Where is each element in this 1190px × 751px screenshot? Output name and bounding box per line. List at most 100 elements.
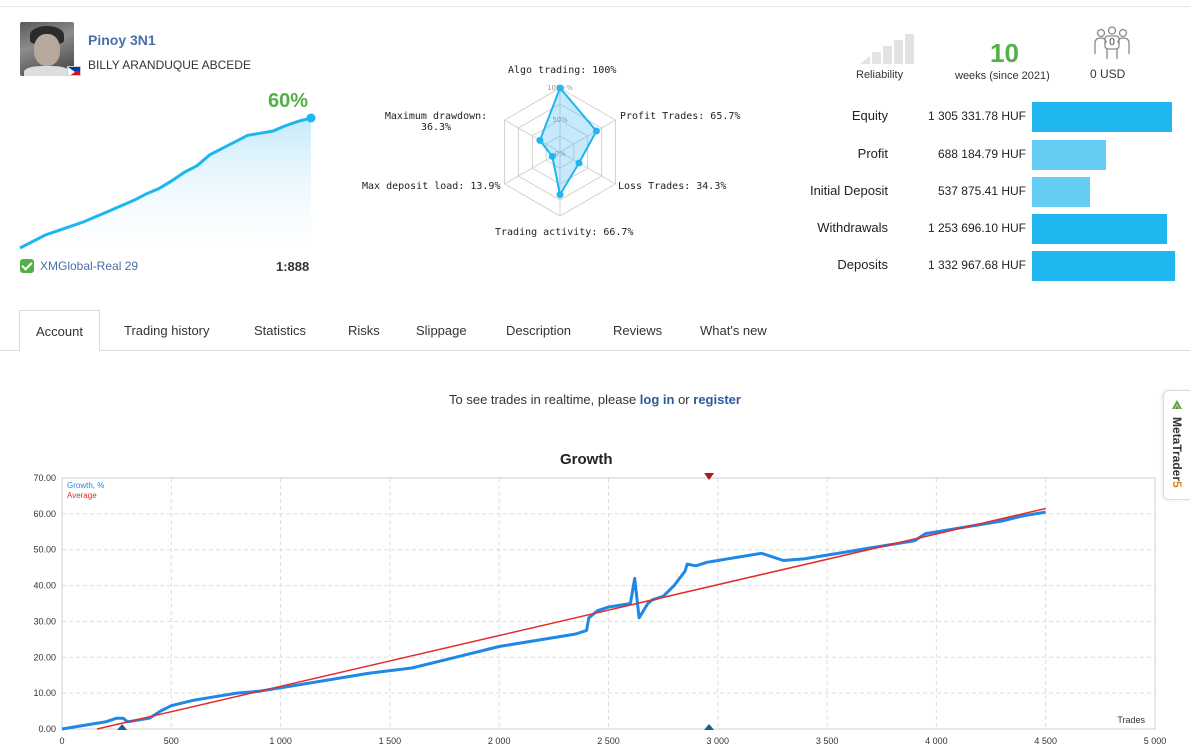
x-tick-label: 1 500 <box>379 736 402 746</box>
subscribers-icon <box>1094 26 1130 59</box>
metatrader5-side-tab[interactable]: MetaTrader5 <box>1163 390 1190 500</box>
growth-series-line <box>61 510 1046 731</box>
top-divider <box>0 6 1190 7</box>
y-tick-label: 10.00 <box>33 688 56 698</box>
stat-label: Initial Deposit <box>809 183 888 198</box>
plot-frame <box>61 477 1156 730</box>
stat-bar <box>1032 214 1167 244</box>
x-tick-label: 2 500 <box>597 736 620 746</box>
metatrader-logo-icon <box>1172 400 1182 409</box>
weeks-label: weeks (since 2021) <box>955 70 1050 82</box>
mini-chart-line <box>19 116 312 250</box>
x-tick-label: 4 000 <box>925 736 948 746</box>
x-tick-label: 5 000 <box>1144 736 1167 746</box>
event-marker <box>704 724 715 730</box>
stat-bar <box>1032 251 1175 281</box>
stat-bar <box>1032 177 1090 207</box>
y-tick-label: 0.00 <box>38 724 56 734</box>
radar-label-deposit-load: Max deposit load: 13.9% <box>362 181 501 192</box>
x-axis-label: Trades <box>1117 715 1145 725</box>
radar-point <box>556 84 564 92</box>
radar-point <box>592 127 600 135</box>
stat-row-withdrawals: Withdrawals 1 253 696.10 HUF <box>780 214 1180 244</box>
x-tick-label: 500 <box>164 736 179 746</box>
stat-label: Deposits <box>837 257 888 272</box>
radar-label-activity: Trading activity: 66.7% <box>495 227 634 238</box>
stat-row-equity: Equity 1 305 331.78 HUF <box>780 102 1180 132</box>
weeks-count: 10 <box>990 38 1019 68</box>
leverage-value: 1:888 <box>276 259 310 274</box>
philippines-flag-icon <box>67 66 81 76</box>
y-tick-label: 30.00 <box>33 616 56 626</box>
x-tick-label: 3 500 <box>816 736 839 746</box>
stat-row-deposits: Deposits 1 332 967.68 HUF <box>780 251 1180 281</box>
broker-server[interactable]: XMGlobal-Real 29 <box>20 259 138 273</box>
mini-chart-endpoint <box>306 113 316 123</box>
metatrader-text: MetaTrader <box>1170 417 1184 482</box>
stat-value: 1 253 696.10 HUF <box>927 221 1026 235</box>
mini-growth-chart[interactable] <box>18 110 318 255</box>
legend-entry: Average <box>67 491 97 500</box>
mini-chart-area <box>20 118 311 255</box>
growth-chart[interactable]: 0.00 10.00 20.00 30.00 40.00 50.00 60.00 70.00 0… <box>0 470 1170 751</box>
y-tick-label: 70.00 <box>33 473 56 483</box>
growth-chart-title: Growth <box>560 451 613 468</box>
tab-slippage[interactable]: Slippage <box>416 323 467 338</box>
x-tick-label: 0 <box>59 736 64 746</box>
tab-whats-new[interactable]: What's new <box>700 323 767 338</box>
event-marker <box>704 473 715 480</box>
radar-label-algo: Algo trading: 100% <box>508 65 617 76</box>
x-tick-label: 3 000 <box>707 736 730 746</box>
author-avatar[interactable] <box>20 22 74 76</box>
subscribers-count: 0 <box>1109 37 1115 48</box>
verified-check-icon <box>20 259 34 273</box>
stat-bar <box>1032 102 1172 132</box>
metatrader-version: 5 <box>1170 481 1184 488</box>
radar-ring-label-0: 0% <box>554 150 565 158</box>
stat-row-profit: Profit 688 184.79 HUF <box>780 140 1180 170</box>
radar-label-loss: Loss Trades: 34.3% <box>618 181 727 192</box>
reliability-bars-icon <box>860 34 914 64</box>
radar-point <box>536 136 544 144</box>
tab-account[interactable]: Account <box>19 310 100 352</box>
radar-axis <box>559 151 616 185</box>
y-tick-label: 20.00 <box>33 652 56 662</box>
author-name: BILLY ARANDUQUE ABCEDE <box>88 58 251 72</box>
tab-risks[interactable]: Risks <box>348 323 380 338</box>
stat-label: Withdrawals <box>817 220 888 235</box>
y-tick-label: 50.00 <box>33 545 56 555</box>
stat-label: Equity <box>851 108 888 123</box>
radar-point <box>575 159 583 167</box>
x-tick-label: 2 000 <box>488 736 511 746</box>
y-tick-label: 40.00 <box>33 581 56 591</box>
event-marker <box>117 724 128 730</box>
mini-growth-percent: 60% <box>268 90 309 112</box>
tab-statistics[interactable]: Statistics <box>254 323 307 338</box>
register-link[interactable]: register <box>693 392 741 407</box>
radar-label-drawdown: Maximum drawdown: 36.3% <box>384 111 488 133</box>
radar-ring-label-50: 50% <box>552 116 568 124</box>
stat-value: 1 305 331.78 HUF <box>927 109 1026 123</box>
tab-trading-history[interactable]: Trading history <box>124 323 210 338</box>
login-link[interactable]: log in <box>639 392 675 407</box>
average-series-line <box>96 507 1046 730</box>
radar-ring-label-100: 100+% <box>547 84 573 92</box>
tab-reviews[interactable]: Reviews <box>613 323 663 338</box>
tab-description[interactable]: Description <box>506 323 572 338</box>
login-notice: To see trades in realtime, please log in… <box>449 392 741 407</box>
stat-row-initial-deposit: Initial Deposit 537 875.41 HUF <box>780 177 1180 207</box>
radar-point <box>556 191 564 199</box>
stat-label: Profit <box>857 146 888 161</box>
radar-axis <box>559 119 616 153</box>
broker-name[interactable]: XMGlobal-Real 29 <box>40 259 139 273</box>
x-tick-label: 4 500 <box>1034 736 1057 746</box>
stat-value: 688 184.79 HUF <box>937 147 1026 161</box>
stat-value: 1 332 967.68 HUF <box>927 258 1026 272</box>
tab-bar: Account Trading history Statistics Risks… <box>0 310 1190 352</box>
radar-label-profit: Profit Trades: 65.7% <box>620 111 741 122</box>
stat-bar <box>1032 140 1106 170</box>
legend-entry: Growth, % <box>67 481 104 490</box>
subscribers-usd: 0 USD <box>1090 67 1126 81</box>
signal-name-link[interactable]: Pinoy 3N1 <box>88 32 156 48</box>
reliability-label: Reliability <box>856 69 904 81</box>
